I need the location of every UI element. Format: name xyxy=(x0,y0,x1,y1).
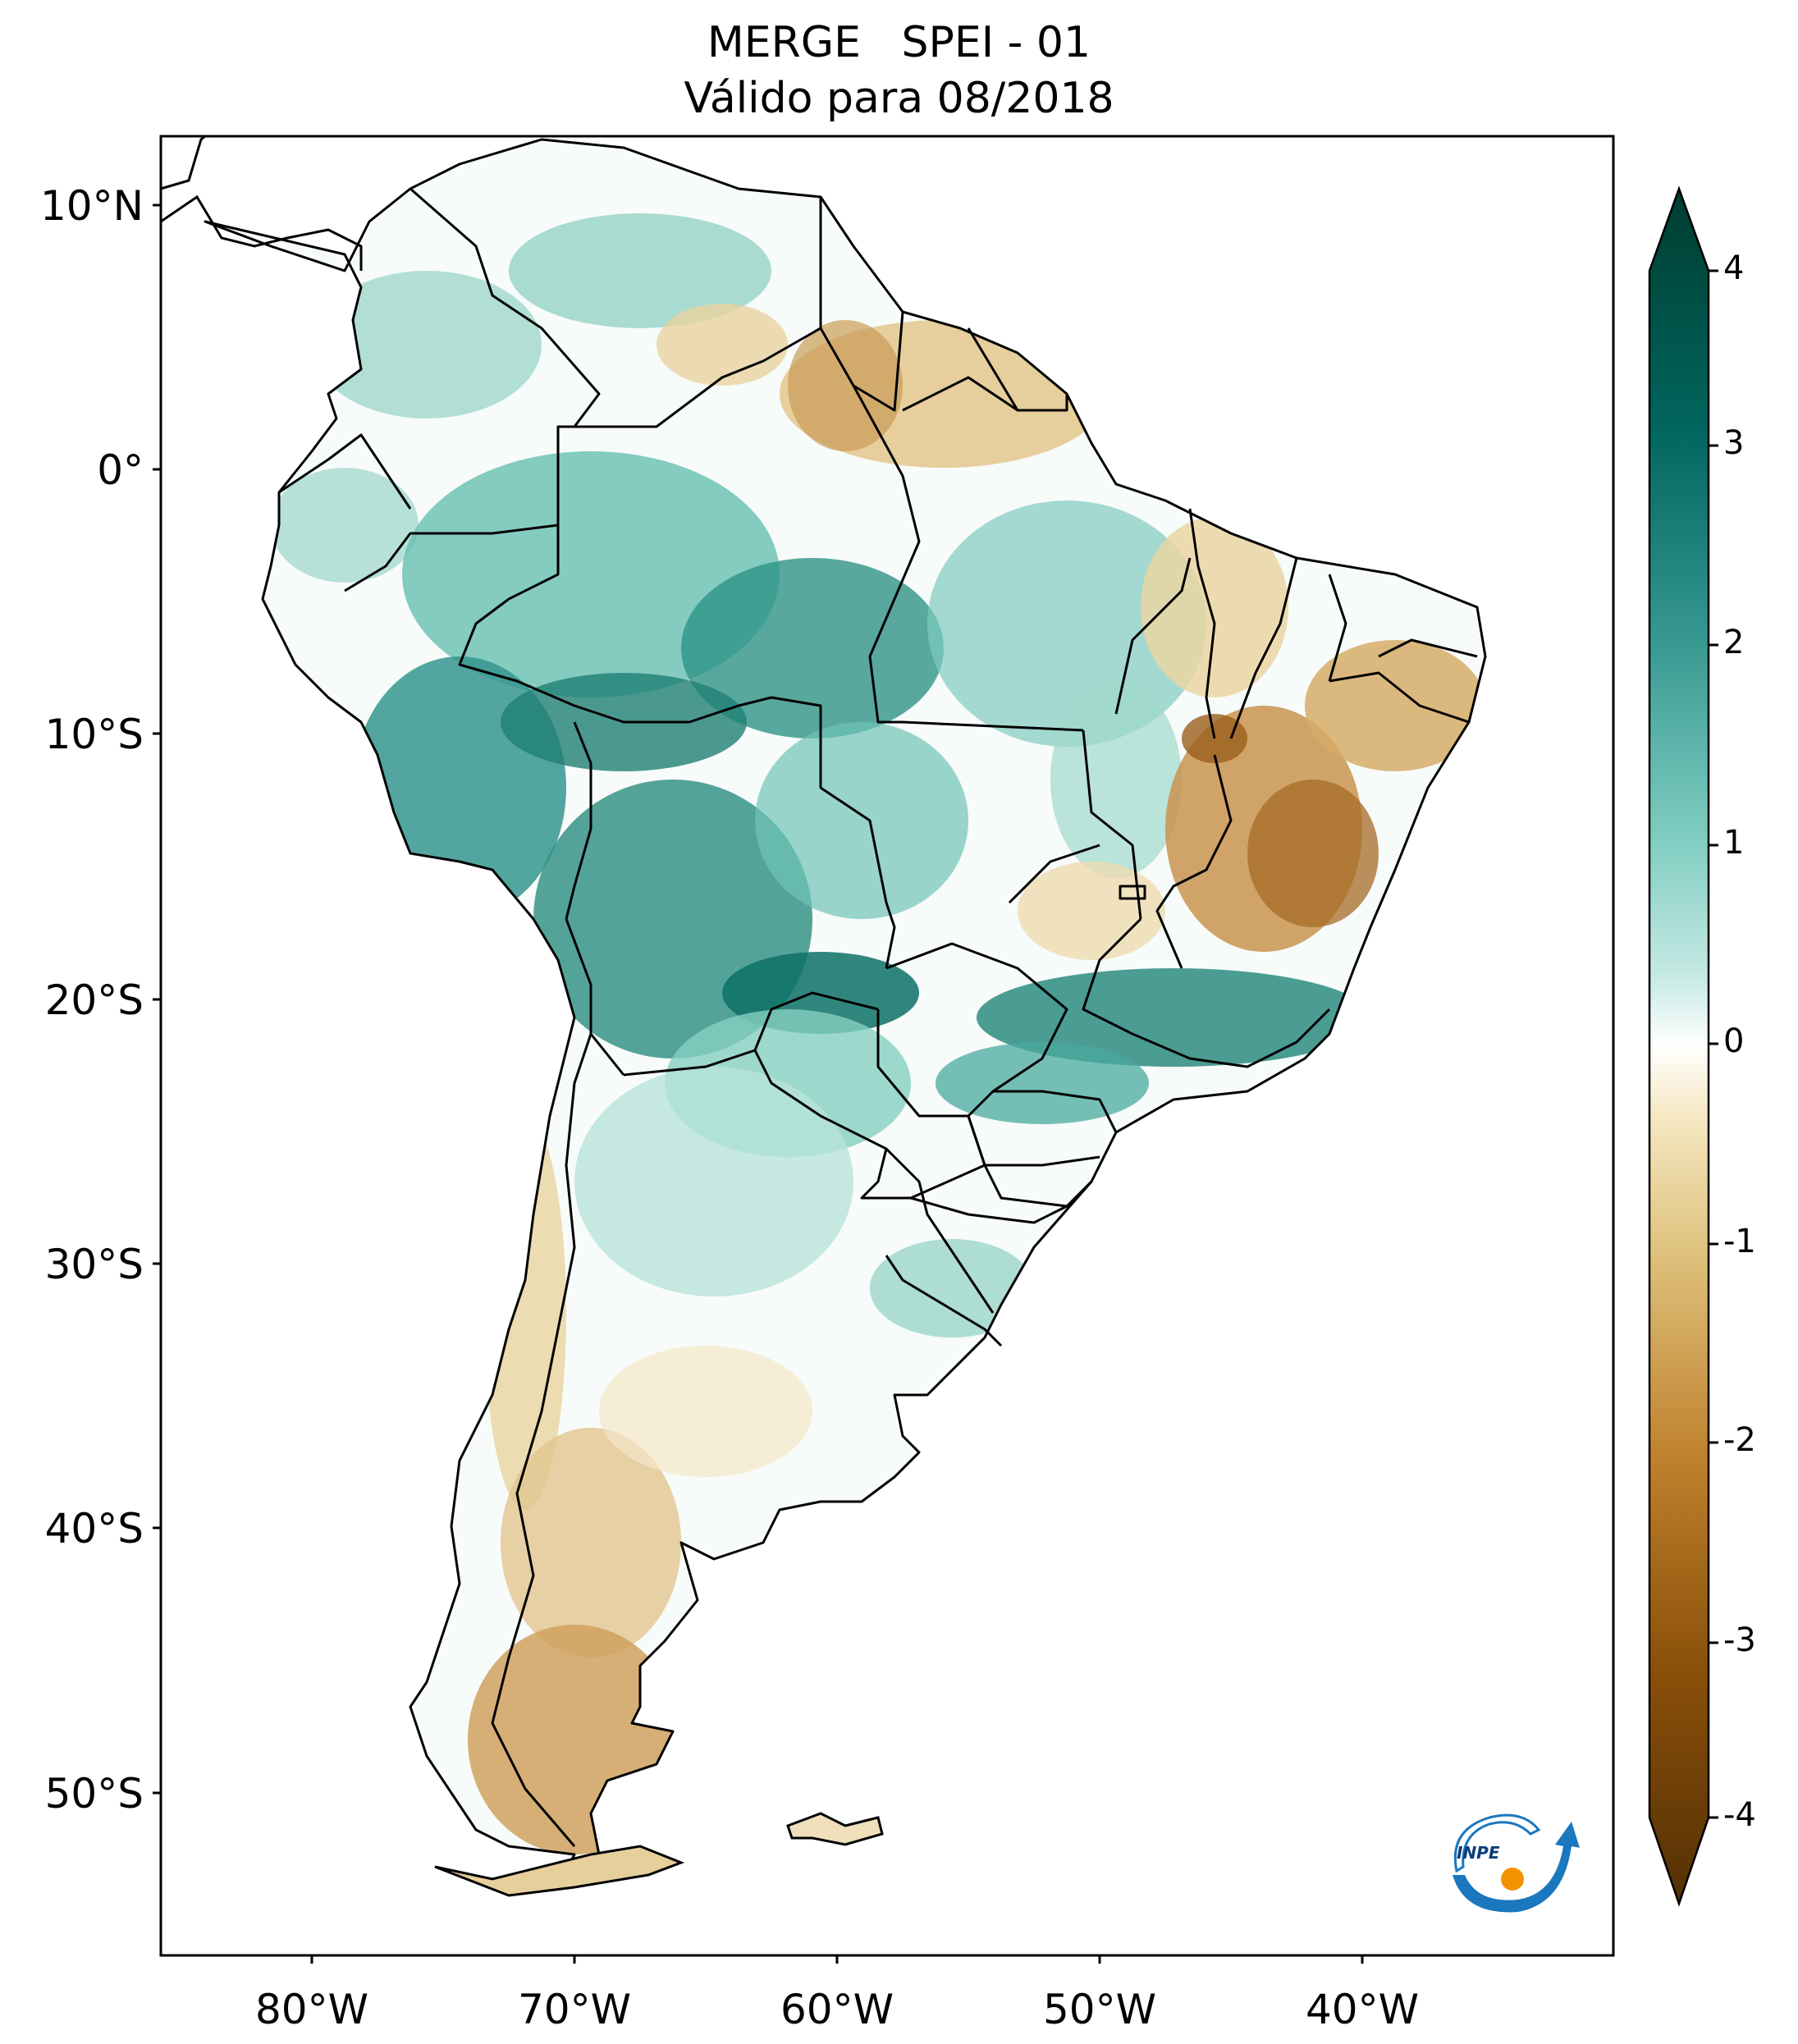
logo-swoosh xyxy=(1453,1813,1541,1873)
border-brazil-goias xyxy=(1008,844,1100,904)
logo-arrow-arc xyxy=(1453,1822,1580,1913)
lon-label-60w: 60°W xyxy=(780,1986,894,2033)
colorbar-ticks xyxy=(1709,269,1718,1819)
colorbar-label-2: 2 xyxy=(1723,624,1745,661)
tierra-del-fuego-outline xyxy=(434,1845,685,1897)
border-brazil-sao-paulo xyxy=(993,1090,1118,1133)
falkland-islands-outline xyxy=(786,1812,884,1846)
central-america-outline xyxy=(161,136,363,271)
border-brazil-piaui xyxy=(1229,557,1298,739)
wet-area-colombia xyxy=(312,271,542,418)
colorbar-label-minus4: -4 xyxy=(1723,1796,1756,1834)
colorbar-label-1: 1 xyxy=(1723,824,1745,862)
border-venezuela-brazil xyxy=(574,327,821,428)
colorbar-label-minus2: -2 xyxy=(1723,1421,1756,1459)
logo-orange-dot xyxy=(1501,1868,1524,1891)
lat-label-10n: 10°N xyxy=(39,182,144,230)
lon-label-70w: 70°W xyxy=(517,1986,632,2033)
lat-label-10s: 10°S xyxy=(44,711,144,758)
wet-area-ecuador xyxy=(271,468,419,583)
wet-area-minas xyxy=(977,968,1370,1067)
border-brazil-rio-grande xyxy=(910,1196,1068,1224)
coastline xyxy=(204,138,1487,1873)
colorbar-label-minus1: -1 xyxy=(1723,1223,1756,1260)
border-argentina-uruguay xyxy=(885,1147,995,1314)
lon-label-40w: 40°W xyxy=(1305,1986,1420,2033)
dry-area-pernambuco xyxy=(1305,640,1485,771)
lat-label-20s: 20°S xyxy=(44,976,144,1024)
inpe-logo: INPE xyxy=(1453,1813,1580,1913)
wet-area-north-argentina xyxy=(574,1067,853,1296)
lat-label-50s: 50°S xyxy=(44,1770,144,1818)
border-colombia-venezuela xyxy=(409,187,601,428)
colorbar-label-4: 4 xyxy=(1723,249,1745,287)
wet-area-venezuela xyxy=(509,213,771,328)
map-title: MERGE SPEI - 01 xyxy=(707,18,1091,67)
border-brazil-paraiba xyxy=(1378,638,1478,658)
lat-label-30s: 30°S xyxy=(44,1241,144,1288)
border-ecuador-peru xyxy=(344,532,492,592)
colorbar-label-minus3: -3 xyxy=(1723,1621,1756,1659)
border-brazil-uruguay xyxy=(885,1255,1003,1347)
border-brazil-amazonas-para xyxy=(852,385,1084,732)
border-brazil-para-mato-grosso xyxy=(1082,729,1142,920)
wet-area-amazon-central xyxy=(681,558,944,738)
border-brazil-bolivia xyxy=(689,696,896,969)
border-peru-bolivia xyxy=(565,721,592,920)
wet-area-sao-paulo xyxy=(936,1042,1149,1124)
wet-area-mato-grosso xyxy=(755,722,968,919)
border-chile-argentina xyxy=(491,1033,592,1847)
border-french-guiana xyxy=(1018,394,1068,412)
axis-ticks xyxy=(153,203,1364,1964)
lon-label-80w: 80°W xyxy=(254,1986,369,2033)
border-brazil-parana xyxy=(967,1115,1100,1167)
border-peru-brazil xyxy=(458,525,689,724)
dry-area-venezuela xyxy=(657,304,788,386)
political-borders xyxy=(278,187,1478,1847)
border-brazil-bahia xyxy=(1155,754,1233,969)
wet-area-para xyxy=(927,501,1206,747)
dry-area-pampas xyxy=(599,1346,812,1477)
lat-label-40s: 40°S xyxy=(44,1505,144,1552)
dry-area-nordeste-core xyxy=(1247,780,1379,927)
border-brazil-minas xyxy=(1082,917,1331,1068)
border-paraguay xyxy=(753,1009,986,1200)
logo-text: INPE xyxy=(1457,1843,1500,1863)
colorbar-label-3: 3 xyxy=(1723,424,1745,462)
border-bolivia-chile xyxy=(565,918,625,1076)
border-brazil-tocantins xyxy=(1114,557,1192,715)
colorbar xyxy=(1648,185,1718,1907)
border-suriname xyxy=(902,327,1019,412)
border-brazil-pernambuco xyxy=(1329,671,1470,724)
border-bolivia-paraguay-argentina xyxy=(623,991,879,1077)
border-brazilia-df xyxy=(1119,885,1146,900)
border-brazil-santa-catarina xyxy=(983,1164,1093,1208)
colorbar-label-0: 0 xyxy=(1723,1022,1745,1060)
dry-area-guyana xyxy=(788,320,903,451)
border-brazil-maranhao xyxy=(1188,508,1216,739)
map-subtitle: Válido para 08/2018 xyxy=(684,74,1114,123)
border-brazil-ceara xyxy=(1328,574,1347,682)
lat-label-0: 0° xyxy=(97,446,144,494)
dry-area-patagonia-north xyxy=(501,1428,681,1658)
colorbar-body xyxy=(1648,185,1710,1907)
lon-label-50w: 50°W xyxy=(1042,1986,1157,2033)
dry-area-maranhao xyxy=(1141,517,1288,697)
border-colombia-ecuador xyxy=(278,433,412,510)
dry-area-goias xyxy=(1018,862,1165,960)
border-colombia-peru-brazil xyxy=(492,425,574,535)
